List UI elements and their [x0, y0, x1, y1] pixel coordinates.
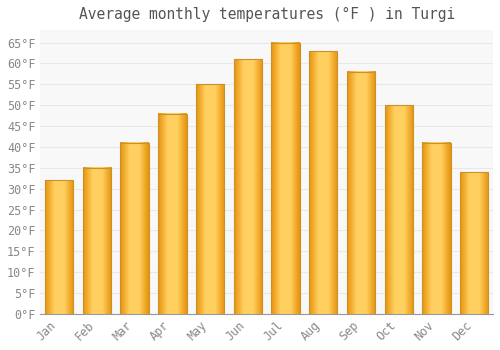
Bar: [196, 84, 224, 314]
Bar: [347, 72, 375, 314]
Bar: [422, 143, 450, 314]
Bar: [384, 105, 413, 314]
Title: Average monthly temperatures (°F ) in Turgi: Average monthly temperatures (°F ) in Tu…: [78, 7, 455, 22]
Bar: [309, 51, 338, 314]
Bar: [83, 168, 111, 314]
Bar: [272, 43, 299, 314]
Bar: [158, 113, 186, 314]
Bar: [120, 143, 149, 314]
Bar: [460, 172, 488, 314]
Bar: [45, 180, 74, 314]
Bar: [234, 59, 262, 314]
